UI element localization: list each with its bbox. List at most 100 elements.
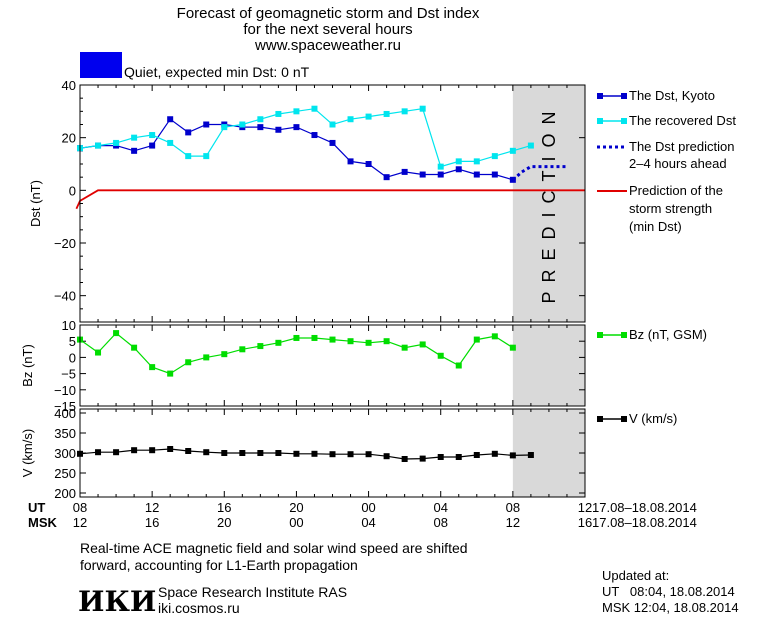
v-point [401, 456, 408, 462]
v-point [149, 447, 156, 454]
dst-kyoto-point [149, 142, 156, 149]
dst-kyoto-point [365, 161, 372, 167]
y-tick-label: 5 [69, 334, 76, 349]
y-tick-label: 0 [69, 183, 76, 198]
msk-date-range: 17.08–18.08.2014 [592, 515, 697, 530]
bz-point [185, 359, 192, 366]
recovered-dst-point [203, 153, 210, 160]
bz-point [131, 344, 138, 351]
footer-note-line2: forward, accounting for L1-Earth propaga… [80, 557, 358, 573]
chart-title-line3: www.spaceweather.ru [254, 37, 401, 54]
y-tick-label: 300 [54, 446, 76, 461]
v-panel: 400 350 300 250 200 V (km/s) [20, 406, 586, 501]
recovered-dst-point [347, 116, 354, 123]
recovered-dst-point [311, 105, 318, 112]
recovered-dst-point [185, 153, 192, 160]
dst-kyoto-point [437, 171, 444, 178]
recovered-dst-point [113, 139, 120, 146]
dst-kyoto-point [473, 171, 480, 178]
bz-point [95, 349, 102, 356]
legend-dst-prediction-label-1: The Dst prediction [629, 139, 735, 154]
v-point [113, 449, 120, 456]
bz-point [149, 364, 156, 371]
ut-date-range: 17.08–18.08.2014 [592, 500, 697, 515]
bz-point [239, 346, 246, 353]
v-plot-frame [79, 408, 586, 498]
ut-tick-label: 12 [145, 500, 159, 515]
recovered-dst-point [455, 158, 462, 165]
ut-tick-label: 16 [217, 500, 231, 515]
bz-plot-frame [79, 324, 586, 407]
msk-axis-label: MSK [28, 515, 58, 530]
institute-site: iki.cosmos.ru [158, 600, 240, 616]
prediction-band-v [512, 409, 585, 497]
prediction-band-label: PREDICTION [539, 102, 559, 303]
y-tick-label: 0 [69, 350, 76, 365]
recovered-dst-point [95, 142, 102, 149]
dst-kyoto-point [293, 124, 300, 131]
ut-tick-label: 08 [506, 500, 520, 515]
recovered-dst-point [509, 147, 516, 154]
legend-storm-strength-label-1: Prediction of the [629, 183, 723, 198]
legend-dst-prediction-label-2: 2–4 hours ahead [629, 156, 727, 171]
bz-point [221, 351, 228, 358]
dst-kyoto-point [167, 116, 174, 123]
v-point [131, 447, 138, 454]
bz-point [329, 336, 336, 343]
legend-bz-label: Bz (nT, GSM) [629, 327, 707, 342]
bz-point [257, 343, 264, 350]
v-point [221, 450, 228, 456]
recovered-dst-point [473, 158, 480, 165]
institute-name: Space Research Institute RAS [158, 584, 347, 600]
v-y-axis-label: V (km/s) [20, 429, 35, 477]
bz-point [437, 352, 444, 359]
y-tick-label: 350 [54, 426, 76, 441]
dst-kyoto-point [257, 124, 264, 131]
dst-kyoto-point [185, 129, 192, 136]
legend-storm-strength-label-3: (min Dst) [629, 219, 682, 234]
y-tick-label: −10 [54, 383, 76, 398]
ut-tick-label: 08 [73, 500, 87, 515]
msk-tick-label: 12 [73, 515, 87, 530]
dst-kyoto-point [455, 166, 462, 173]
msk-tick-label: 04 [361, 515, 375, 530]
y-tick-label: 250 [54, 466, 76, 481]
y-tick-label: −5 [61, 367, 76, 382]
updated-ut: UT 08:04, 18.08.2014 [602, 584, 735, 599]
legend-v-marker [621, 416, 627, 422]
ut-axis-label: UT [28, 500, 45, 515]
msk-tick-label: 16 [145, 515, 159, 530]
legend-v-marker [597, 416, 603, 422]
dst-kyoto-point [347, 158, 354, 165]
recovered-dst-point [491, 153, 498, 160]
recovered-dst-point [239, 121, 246, 128]
bz-point [293, 334, 300, 341]
y-tick-label: 400 [54, 406, 76, 421]
recovered-dst-point [365, 113, 372, 120]
v-point [185, 448, 192, 454]
legend-bz-marker [597, 332, 603, 338]
legend-bz-marker [621, 332, 627, 338]
v-point [509, 452, 516, 459]
recovered-dst-point [167, 139, 174, 146]
v-point [383, 453, 390, 460]
v-point [455, 454, 462, 460]
dst-kyoto-point [203, 121, 210, 128]
bz-point [509, 344, 516, 351]
y-tick-label: 10 [62, 318, 76, 333]
dst-kyoto-point [401, 168, 408, 175]
v-point [95, 449, 102, 456]
bz-point [419, 341, 426, 348]
y-tick-label: 200 [54, 486, 76, 501]
v-point [527, 452, 534, 458]
v-point [203, 449, 210, 456]
recovered-dst-point [329, 121, 336, 128]
legend-recovered-label: The recovered Dst [629, 113, 736, 128]
y-tick-label: −40 [54, 289, 76, 304]
dst-kyoto-point [329, 139, 336, 146]
recovered-dst-point [527, 142, 534, 149]
recovered-dst-point [149, 132, 156, 139]
dst-kyoto-point [491, 171, 498, 178]
dst-kyoto-point [311, 132, 318, 139]
